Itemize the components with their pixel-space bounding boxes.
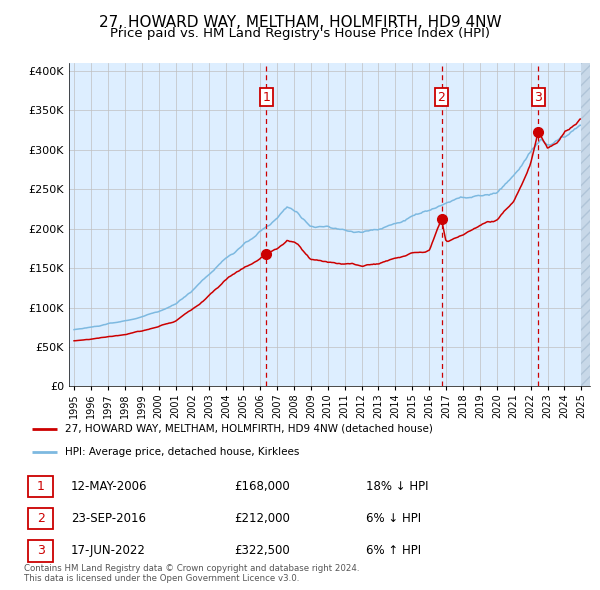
FancyBboxPatch shape <box>28 476 53 497</box>
FancyBboxPatch shape <box>260 88 272 106</box>
Text: 1: 1 <box>262 91 270 104</box>
Text: HPI: Average price, detached house, Kirklees: HPI: Average price, detached house, Kirk… <box>65 447 300 457</box>
Text: 3: 3 <box>535 91 542 104</box>
Text: This data is licensed under the Open Government Licence v3.0.: This data is licensed under the Open Gov… <box>24 574 299 583</box>
FancyBboxPatch shape <box>28 508 53 529</box>
Text: 3: 3 <box>37 545 45 558</box>
Text: £322,500: £322,500 <box>234 545 290 558</box>
Text: £168,000: £168,000 <box>234 480 290 493</box>
Text: 6% ↑ HPI: 6% ↑ HPI <box>366 545 421 558</box>
Text: 18% ↓ HPI: 18% ↓ HPI <box>366 480 429 493</box>
FancyBboxPatch shape <box>532 88 545 106</box>
Text: Price paid vs. HM Land Registry's House Price Index (HPI): Price paid vs. HM Land Registry's House … <box>110 27 490 40</box>
Text: 1: 1 <box>37 480 45 493</box>
Text: 17-JUN-2022: 17-JUN-2022 <box>71 545 146 558</box>
Text: 27, HOWARD WAY, MELTHAM, HOLMFIRTH, HD9 4NW: 27, HOWARD WAY, MELTHAM, HOLMFIRTH, HD9 … <box>98 15 502 30</box>
Polygon shape <box>581 63 590 386</box>
Text: 2: 2 <box>37 512 45 525</box>
Text: £212,000: £212,000 <box>234 512 290 525</box>
Text: 27, HOWARD WAY, MELTHAM, HOLMFIRTH, HD9 4NW (detached house): 27, HOWARD WAY, MELTHAM, HOLMFIRTH, HD9 … <box>65 424 433 434</box>
Text: 6% ↓ HPI: 6% ↓ HPI <box>366 512 421 525</box>
FancyBboxPatch shape <box>28 540 53 562</box>
Text: 23-SEP-2016: 23-SEP-2016 <box>71 512 146 525</box>
Text: 12-MAY-2006: 12-MAY-2006 <box>71 480 148 493</box>
Text: Contains HM Land Registry data © Crown copyright and database right 2024.: Contains HM Land Registry data © Crown c… <box>24 565 359 573</box>
FancyBboxPatch shape <box>435 88 448 106</box>
Text: 2: 2 <box>437 91 445 104</box>
